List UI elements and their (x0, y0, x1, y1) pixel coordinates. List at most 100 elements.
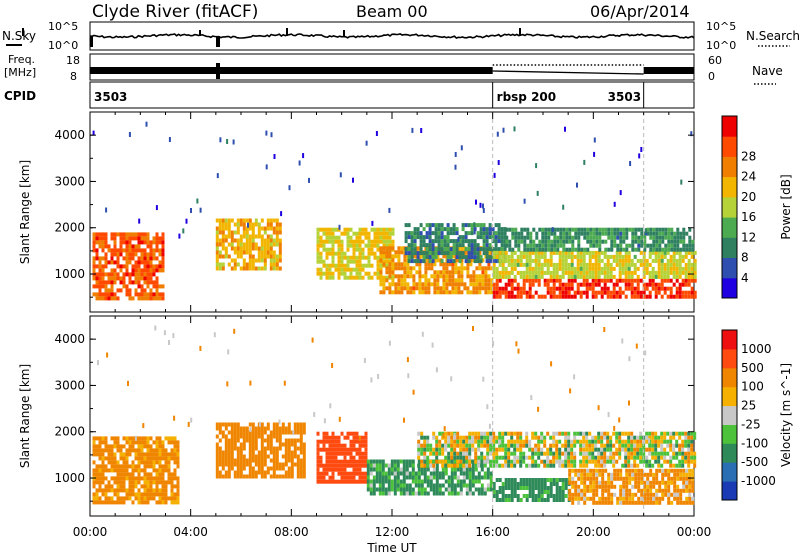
velocity-cell (355, 479, 359, 484)
velocity-cell (537, 443, 541, 448)
power-cell (400, 290, 404, 295)
power-cell (322, 227, 326, 232)
velocity-cell (661, 476, 665, 481)
power-cell (427, 278, 431, 283)
power-cell (137, 248, 141, 253)
power-cell (494, 259, 498, 264)
velocity-cell (272, 458, 276, 463)
velocity-cell (616, 500, 620, 505)
power-cell (131, 268, 135, 273)
velocity-cell (122, 496, 126, 501)
power-cell (215, 250, 219, 255)
power-cell (275, 234, 279, 239)
power-cell (519, 258, 523, 263)
velocity-cell (640, 488, 644, 493)
power-cell (443, 227, 447, 232)
power-cell (541, 231, 545, 236)
velocity-cell (462, 467, 466, 472)
velocity-cell (444, 439, 448, 444)
power-cell (666, 258, 670, 263)
velocity-cell (633, 463, 637, 468)
velocity-cell (266, 454, 270, 459)
velocity-cell (164, 484, 168, 489)
velocity-cell (155, 436, 159, 441)
power-cell (425, 235, 429, 240)
velocity-cell (552, 482, 556, 486)
velocity-cell (230, 434, 234, 439)
power-cell (485, 227, 489, 232)
power-cell (511, 227, 515, 232)
power-cell (648, 274, 652, 279)
power-cell (523, 235, 527, 240)
power-cell (658, 239, 662, 244)
power-cell (113, 276, 117, 281)
power-cell (655, 247, 659, 252)
power-cell (549, 290, 553, 295)
power-cell (319, 271, 323, 276)
power-cell (678, 258, 682, 263)
velocity-cell (459, 443, 463, 448)
velocity-cell (610, 480, 614, 485)
power-cell (397, 282, 401, 287)
velocity-cell (173, 448, 177, 453)
power-cell (455, 247, 459, 252)
power-cell (385, 231, 389, 236)
power-cell (585, 262, 589, 267)
velocity-cell (625, 492, 629, 497)
power-cell (454, 278, 458, 283)
power-cell (367, 263, 371, 268)
power-cell (463, 286, 467, 291)
velocity-cell (600, 443, 604, 448)
power-cell (382, 254, 386, 259)
velocity-cell (583, 476, 587, 481)
velocity-cell (642, 439, 646, 444)
power-cell (116, 272, 120, 277)
velocity-cell (92, 472, 96, 477)
power-cell (346, 275, 350, 280)
power-cell (520, 231, 524, 236)
velocity-cell (655, 468, 659, 473)
power-cell (466, 266, 470, 271)
power-cell (466, 286, 470, 291)
power-cell (516, 262, 520, 267)
velocity-cell (104, 500, 108, 505)
velocity-cell (137, 448, 141, 453)
velocity-cell (155, 444, 159, 449)
velocity-cell (510, 494, 514, 498)
power-cell (418, 262, 422, 267)
velocity-cell (254, 430, 258, 435)
power-cell (161, 296, 165, 301)
velocity-cell (468, 479, 472, 484)
velocity-cell (423, 455, 427, 460)
velocity-cell (143, 484, 147, 489)
power-cell (340, 263, 344, 268)
power-cell (585, 294, 589, 299)
velocity-cell (275, 430, 279, 435)
power-cell (591, 250, 595, 255)
velocity-cell (349, 471, 353, 476)
power-cell (550, 239, 554, 244)
velocity-cell (369, 467, 373, 472)
velocity-cell (580, 496, 584, 501)
power-cell (116, 252, 120, 257)
velocity-cell (372, 475, 376, 480)
velocity-cell (287, 446, 291, 451)
velocity-cell (375, 463, 379, 468)
velocity-cell (275, 422, 279, 427)
velocity-sparse-echo (569, 388, 572, 394)
power-cell (119, 236, 123, 241)
velocity-cell (227, 474, 231, 479)
velocity-cell (128, 452, 132, 457)
power-cell (161, 284, 165, 289)
power-cell (122, 248, 126, 253)
power-cell (334, 263, 338, 268)
velocity-cell (251, 438, 255, 443)
power-cell (478, 290, 482, 295)
velocity-cell (122, 500, 126, 505)
power-cell (678, 294, 682, 299)
power-cell (104, 280, 108, 285)
power-cell (600, 286, 604, 291)
velocity-cell (604, 500, 608, 505)
power-cell (555, 266, 559, 271)
power-cell (544, 239, 548, 244)
